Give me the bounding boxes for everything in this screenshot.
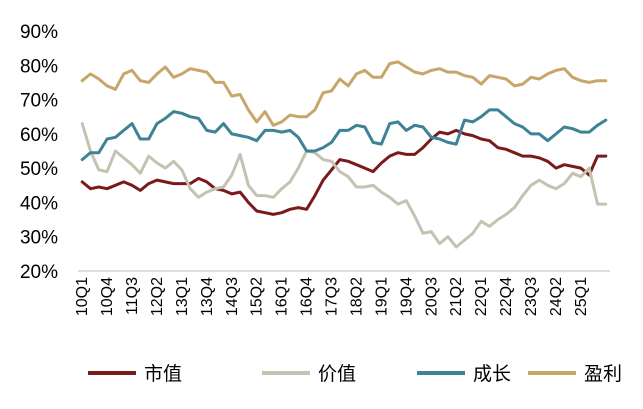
x-tick-label: 13Q1 bbox=[174, 277, 191, 316]
y-tick-label: 30% bbox=[20, 228, 58, 249]
legend-label-1: 市值 bbox=[144, 363, 182, 385]
x-tick-label: 10Q1 bbox=[74, 277, 91, 316]
y-tick-label: 90% bbox=[20, 22, 58, 43]
series-line-1 bbox=[80, 128, 608, 216]
x-tick-label: 24Q2 bbox=[548, 277, 565, 316]
x-tick-label: 13Q4 bbox=[199, 277, 216, 316]
series-line-4 bbox=[80, 60, 608, 127]
x-tick-label: 18Q2 bbox=[348, 277, 365, 316]
x-tick-label: 23Q3 bbox=[523, 277, 540, 316]
series-line-2 bbox=[80, 122, 608, 249]
legend: 市值 价值 成长 盈利 bbox=[88, 363, 622, 385]
x-tick-label: 16Q1 bbox=[274, 277, 291, 316]
x-tick-label: 25Q1 bbox=[573, 277, 590, 316]
y-tick-label: 60% bbox=[20, 125, 58, 146]
y-axis-ticks: 20% 30% 40% 50% 60% 70% 80% 90% bbox=[20, 22, 58, 283]
x-tick-label: 11Q3 bbox=[124, 277, 141, 315]
y-tick-label: 80% bbox=[20, 56, 58, 77]
x-tick-label: 19Q1 bbox=[373, 277, 390, 316]
x-axis-ticks: 10Q1 10Q4 11Q3 12Q2 13Q1 13Q4 14Q3 15Q2 16Q1 16Q4… bbox=[74, 277, 590, 316]
y-tick-label: 20% bbox=[20, 262, 58, 283]
legend-label-2: 价值 bbox=[318, 363, 356, 385]
y-tick-label: 70% bbox=[20, 91, 58, 112]
y-tick-label: 50% bbox=[20, 159, 58, 180]
x-tick-label: 10Q4 bbox=[99, 277, 116, 316]
series-lines bbox=[80, 60, 608, 249]
x-tick-label: 22Q1 bbox=[473, 277, 490, 316]
x-tick-label: 17Q3 bbox=[324, 277, 341, 316]
x-tick-label: 15Q2 bbox=[249, 277, 266, 316]
x-tick-label: 20Q3 bbox=[423, 277, 440, 316]
x-tick-label: 21Q2 bbox=[448, 277, 465, 316]
series-line-3 bbox=[80, 108, 608, 162]
x-tick-label: 16Q4 bbox=[299, 277, 316, 316]
legend-label-4: 盈利 bbox=[584, 363, 622, 385]
legend-label-3: 成长 bbox=[473, 363, 511, 385]
x-tick-label: 22Q4 bbox=[498, 277, 515, 316]
x-tick-label: 19Q4 bbox=[398, 277, 415, 316]
x-tick-label: 12Q2 bbox=[149, 277, 166, 316]
y-tick-label: 40% bbox=[20, 193, 58, 214]
x-tick-label: 14Q3 bbox=[224, 277, 241, 316]
